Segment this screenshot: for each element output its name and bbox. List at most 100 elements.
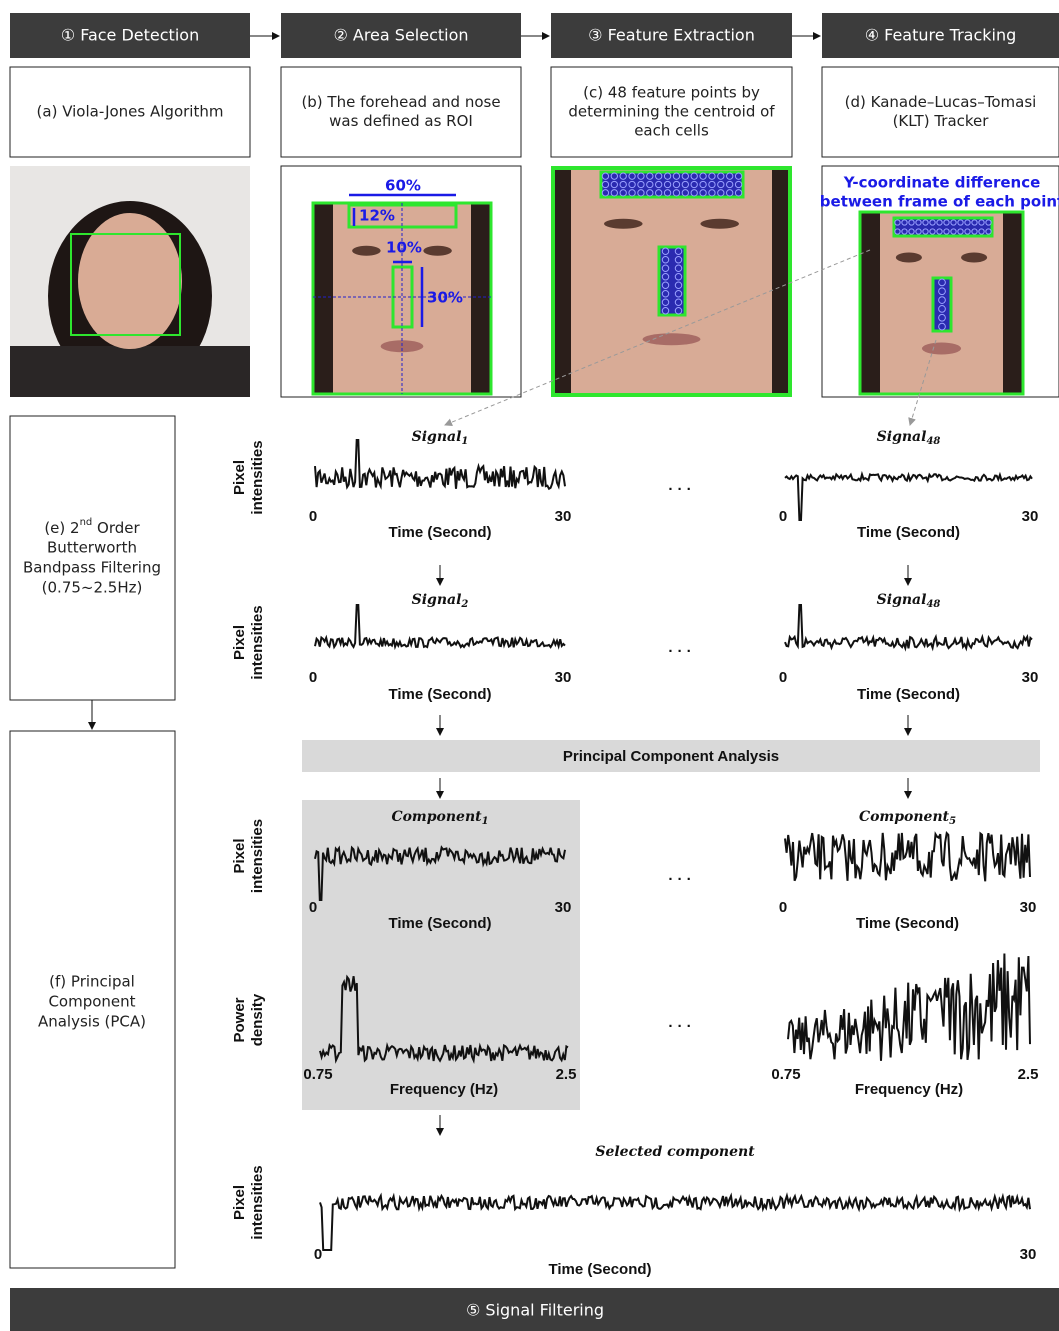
description: determining the centroid of — [568, 103, 775, 121]
x-axis-start: 0 — [309, 899, 317, 916]
description: (c) 48 feature points by — [583, 84, 760, 102]
description: (KLT) Tracker — [893, 112, 990, 130]
hair — [471, 203, 491, 394]
x-axis-end: 2.5 — [556, 1066, 577, 1083]
plot-title: Signal — [412, 592, 462, 608]
y-axis-label: Pixel — [231, 625, 248, 660]
plot-title: Component — [391, 809, 482, 825]
description: was defined as ROI — [329, 112, 473, 130]
description: Order — [92, 519, 140, 537]
x-axis-end: 30 — [555, 669, 572, 686]
plot-title: Signal48 — [877, 592, 941, 610]
ellipsis: · · · — [668, 481, 691, 498]
plot-title: Signal — [877, 592, 927, 608]
waveform — [788, 954, 1030, 1061]
description: Bandpass Filtering — [23, 559, 161, 577]
subscript: 48 — [926, 436, 940, 447]
ellipsis: · · · — [668, 871, 691, 888]
plot-title: Selected component — [595, 1144, 755, 1160]
x-axis-label: Time (Second) — [388, 915, 491, 932]
annotation: Y-coordinate difference — [843, 174, 1041, 192]
x-axis-start: 0.75 — [303, 1066, 332, 1083]
roi — [601, 172, 743, 197]
x-axis-end: 2.5 — [1018, 1066, 1039, 1083]
ellipsis: · · · — [668, 643, 691, 660]
subscript: 48 — [926, 599, 940, 610]
y-axis-label: Pixel — [231, 460, 248, 495]
plot-title: Selected component — [595, 1144, 755, 1160]
plot-title: Signal — [412, 429, 462, 445]
mouth — [643, 333, 701, 345]
step-title: ② Area Selection — [333, 26, 468, 45]
y-axis-label: intensities — [249, 605, 266, 679]
x-axis-start: 0 — [779, 899, 787, 916]
plot-title: Signal — [877, 429, 927, 445]
roi-label: 30% — [427, 289, 463, 307]
waveform — [785, 833, 1030, 881]
plot-title: Component — [859, 809, 950, 825]
x-axis-label: Time (Second) — [388, 686, 491, 703]
y-axis-label: Pixel — [231, 1185, 248, 1220]
y-axis-label: intensities — [249, 1165, 266, 1239]
description: Butterworth — [47, 539, 137, 557]
step-title: ④ Feature Tracking — [865, 26, 1017, 45]
x-axis-start: 0 — [779, 669, 787, 686]
x-axis-start: 0 — [309, 669, 317, 686]
x-axis-end: 30 — [1022, 669, 1039, 686]
x-axis-label: Time (Second) — [857, 524, 960, 541]
eye — [604, 219, 643, 229]
superscript: nd — [80, 517, 93, 528]
plot-title: Signal48 — [877, 429, 941, 447]
description: (e) 2 — [44, 519, 79, 537]
description: each cells — [634, 122, 709, 140]
eye — [961, 253, 987, 263]
x-axis-start: 0 — [314, 1246, 322, 1263]
x-axis-label: Time (Second) — [856, 915, 959, 932]
subscript: 5 — [949, 816, 956, 827]
plot-title: Component5 — [859, 809, 956, 827]
eye — [423, 246, 451, 256]
description: (a) Viola-Jones Algorithm — [37, 103, 224, 121]
y-axis-label: intensities — [249, 819, 266, 893]
step-title: ① Face Detection — [61, 26, 199, 45]
x-axis-label: Frequency (Hz) — [390, 1081, 498, 1098]
x-axis-end: 30 — [1020, 899, 1037, 916]
eye — [896, 253, 922, 263]
roi-label: 10% — [386, 239, 422, 257]
x-axis-start: 0.75 — [771, 1066, 800, 1083]
plot-title: Signal1 — [412, 429, 469, 447]
eye — [700, 219, 739, 229]
diagram: Principal Component Analysis ⑤ Signal Fi… — [0, 0, 1059, 1331]
y-axis-label: Pixel — [231, 838, 248, 873]
waveform — [320, 1196, 1030, 1250]
description: Component — [48, 993, 135, 1011]
annotation: between frame of each point — [820, 193, 1059, 211]
x-axis-label: Frequency (Hz) — [855, 1081, 963, 1098]
hair — [860, 212, 880, 394]
x-axis-label: Time (Second) — [388, 524, 491, 541]
x-axis-start: 0 — [779, 508, 787, 525]
description: (0.75~2.5Hz) — [42, 579, 143, 597]
waveform — [785, 605, 1032, 648]
y-axis-label: Power — [231, 997, 248, 1042]
x-axis-end: 30 — [555, 508, 572, 525]
plot-title: Signal2 — [412, 592, 469, 610]
mouth — [922, 343, 961, 355]
x-axis-label: Time (Second) — [857, 686, 960, 703]
x-axis-end: 30 — [1020, 1246, 1037, 1263]
description: (d) Kanade–Lucas–Tomasi — [845, 93, 1037, 111]
step-title: ⑤ Signal Filtering — [466, 1301, 604, 1320]
x-axis-end: 30 — [1022, 508, 1039, 525]
description: Analysis (PCA) — [38, 1013, 146, 1031]
clothes — [10, 346, 250, 397]
eye — [352, 246, 380, 256]
roi-label: 60% — [385, 177, 421, 195]
hair — [313, 203, 333, 394]
x-axis-label: Time (Second) — [548, 1261, 651, 1278]
roi-label: 12% — [359, 207, 395, 225]
y-axis-label: density — [249, 993, 266, 1046]
pca-label: Principal Component Analysis — [563, 748, 779, 765]
waveform — [315, 440, 565, 489]
step-title: ③ Feature Extraction — [588, 26, 755, 45]
description: (f) Principal — [49, 973, 135, 991]
